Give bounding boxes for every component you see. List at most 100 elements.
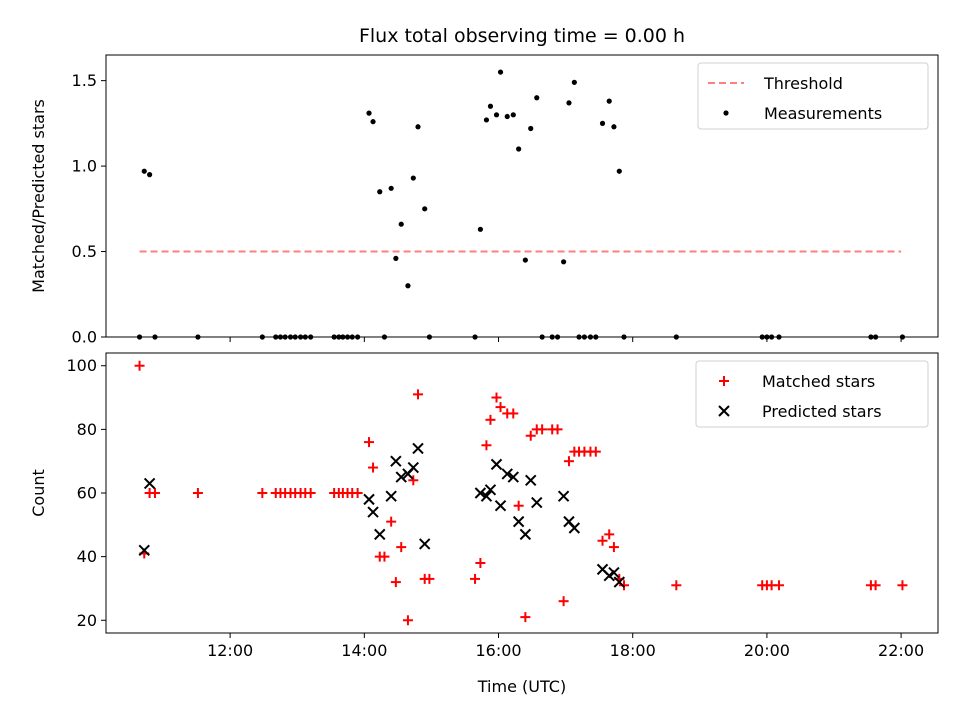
y-axis-title: Count xyxy=(29,469,48,517)
matched-point xyxy=(537,424,548,435)
predicted-point-b xyxy=(557,490,570,502)
legend-frame xyxy=(697,62,929,130)
predicted-point-b xyxy=(494,500,507,512)
predicted-point-b xyxy=(480,490,493,502)
matched-point xyxy=(525,430,536,441)
legend-measurement-swatch xyxy=(723,110,729,116)
matched-point xyxy=(508,408,519,419)
plot-frame xyxy=(105,54,939,338)
matched-point xyxy=(424,573,435,584)
measurement-point xyxy=(611,124,617,130)
measurement-point xyxy=(528,125,534,132)
matched-point xyxy=(149,488,160,498)
predicted-point xyxy=(480,490,493,502)
predicted-point-b xyxy=(367,506,379,518)
matched-point xyxy=(552,424,563,435)
measurement-point xyxy=(571,79,577,85)
y-tick-label: 60 xyxy=(77,484,97,503)
legend-frame xyxy=(695,360,929,428)
predicted-point-b xyxy=(412,442,424,455)
predicted-point xyxy=(568,522,581,534)
matched-point xyxy=(364,437,375,448)
matched-point xyxy=(618,580,629,591)
legend: Matched stars Predicted stars xyxy=(695,360,929,428)
predicted-point-b xyxy=(363,493,375,506)
matched-point xyxy=(368,462,379,473)
predicted-point-b xyxy=(407,461,420,474)
matched-point xyxy=(870,580,881,591)
predicted-point xyxy=(374,528,386,541)
matched-point xyxy=(408,475,419,486)
measurement-point xyxy=(487,103,494,109)
y-tick-label: 40 xyxy=(77,547,97,566)
y-tick-label: 0.0 xyxy=(72,328,97,347)
y-tick-label: 20 xyxy=(77,611,97,630)
matched-point xyxy=(305,488,316,498)
matched-point xyxy=(495,402,506,413)
x-tick-label: 18:00 xyxy=(610,641,656,660)
predicted-point xyxy=(407,461,420,474)
matched-point xyxy=(485,414,496,425)
matched-point xyxy=(192,488,203,498)
x-tick-label: 22:00 xyxy=(878,641,924,660)
matched-point xyxy=(475,558,486,568)
matched-point xyxy=(563,456,574,467)
predicted-point xyxy=(390,455,402,467)
y-tick-label: 0.5 xyxy=(72,242,97,261)
measurement-point xyxy=(477,226,483,232)
predicted-point xyxy=(419,538,431,550)
predicted-point xyxy=(525,474,537,486)
matched-point xyxy=(386,516,397,527)
predicted-point xyxy=(363,493,375,506)
x-tick-label: 14:00 xyxy=(341,641,387,660)
predicted-point xyxy=(531,496,543,509)
predicted-point-b xyxy=(613,576,625,588)
matched-point xyxy=(402,615,413,626)
measurement-point xyxy=(377,189,383,195)
measurement-point xyxy=(366,110,372,116)
legend: Threshold Measurements xyxy=(697,62,929,130)
x-tick-label: 20:00 xyxy=(744,641,790,660)
predicted-point xyxy=(507,471,519,483)
matched-point xyxy=(597,535,608,546)
predicted-point-b xyxy=(474,487,487,499)
predicted-point-b xyxy=(507,471,519,483)
matched-point xyxy=(897,580,908,591)
measurement-point xyxy=(393,255,399,261)
measurement-point xyxy=(410,175,416,181)
predicted-point xyxy=(385,490,397,502)
matched-point xyxy=(470,573,481,584)
predicted-point-b xyxy=(519,528,532,541)
matched-point xyxy=(671,580,682,591)
matched-point xyxy=(608,542,619,553)
predicted-point xyxy=(395,471,407,483)
matched-point xyxy=(390,577,401,588)
matched-point xyxy=(491,392,502,403)
predicted-point xyxy=(138,544,150,556)
predicted-point-b xyxy=(531,496,543,509)
chart-title: Flux total observing time = 0.00 h xyxy=(359,25,685,47)
predicted-point xyxy=(367,506,379,518)
measurement-point xyxy=(415,124,421,130)
ratio-panel: 0.0 0.5 1.0 1.5 Matched/Predicted stars Thres… xyxy=(29,54,939,347)
y-tick-label: 1.5 xyxy=(72,71,97,90)
measurement-point xyxy=(141,168,147,174)
measurement-point xyxy=(370,119,376,125)
legend-predicted-b xyxy=(718,405,730,417)
legend-label: Matched stars xyxy=(762,372,875,391)
matched-point xyxy=(134,360,145,371)
matched-point xyxy=(773,580,784,591)
measurement-point xyxy=(516,146,522,152)
measurement-point xyxy=(497,69,504,75)
predicted-point xyxy=(512,515,525,528)
x-tick-label: 16:00 xyxy=(475,641,521,660)
measurement-point xyxy=(566,100,572,106)
predicted-point xyxy=(412,442,424,455)
series-predicted-stars xyxy=(138,442,625,588)
predicted-point-b xyxy=(419,538,431,550)
matched-point xyxy=(396,542,407,553)
predicted-point-b xyxy=(512,515,525,528)
predicted-point-b xyxy=(390,455,402,467)
legend-predicted-swatch xyxy=(718,405,730,417)
measurement-point xyxy=(534,95,540,101)
